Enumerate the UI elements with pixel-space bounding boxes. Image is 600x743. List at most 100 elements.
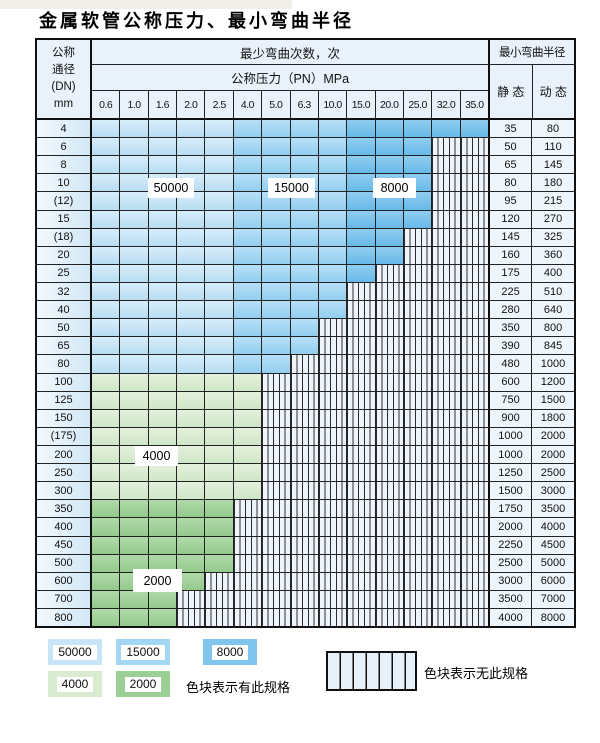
static-radius-value: 175 [488,264,532,282]
no-spec-cell [431,282,460,301]
no-spec-cell [176,590,205,608]
spec-cell [176,301,205,319]
spec-cell [346,192,375,210]
spec-cell [176,554,205,572]
no-spec-cell [431,409,460,427]
spec-cell [92,572,120,590]
spec-cell [92,264,120,282]
spec-cell [119,391,148,409]
spec-cell [176,518,205,536]
spec-cell [232,192,262,210]
spec-cell [92,373,120,391]
spec-cell [232,373,262,391]
no-spec-cell [317,500,347,518]
spec-cell [119,301,148,319]
no-spec-cell [261,608,290,627]
no-spec-cell [459,608,489,627]
dn-label: 20 [37,246,92,264]
table-row: 80 480 1000 [37,354,575,373]
header-min-bend-radius: 最小弯曲半径 [490,40,574,65]
static-radius-value: 750 [488,391,532,409]
no-spec-cell [402,518,432,536]
legend-no-spec-swatch [326,651,417,691]
dn-label: 6 [37,138,92,156]
dn-label: 125 [37,391,92,409]
spec-cell [402,138,432,156]
no-spec-cell [431,518,460,536]
dynamic-radius-value: 2000 [531,427,575,445]
spec-cell [92,590,120,608]
no-spec-cell [402,264,432,282]
no-spec-cell [317,464,347,482]
no-spec-cell [374,500,403,518]
static-radius-value: 3500 [488,590,532,608]
static-radius-value: 2500 [488,554,532,572]
no-spec-cell [346,373,375,391]
dn-label: 4 [37,120,92,138]
static-radius-value: 145 [488,228,532,246]
spec-cell [232,120,262,138]
static-radius-value: 3000 [488,572,532,590]
no-spec-cell [346,572,375,590]
spec-cell [204,355,233,373]
no-spec-cell [402,500,432,518]
dynamic-radius-value: 110 [531,138,575,156]
no-spec-cell [402,337,432,355]
dynamic-radius-value: 800 [531,319,575,337]
pressure-tick: 1.6 [147,91,176,118]
no-spec-cell [176,608,205,627]
no-spec-cell [459,210,489,228]
header-dn-line3: (DN) [51,81,76,93]
spec-cell [147,319,177,337]
spec-cell [232,282,262,301]
no-spec-cell [289,572,318,590]
static-radius-value: 1750 [488,500,532,518]
table-row: 150 900 1800 [37,408,575,427]
no-spec-cell [459,301,489,319]
spec-cell [346,246,375,264]
table-row: 350 1750 3500 [37,499,575,518]
dynamic-radius-value: 180 [531,174,575,192]
spec-cell [204,301,233,319]
spec-cell [119,319,148,337]
static-radius-value: 1500 [488,482,532,500]
no-spec-cell [317,355,347,373]
spec-cell [147,518,177,536]
spec-cell [92,536,120,554]
static-radius-value: 1000 [488,427,532,445]
no-spec-cell [289,482,318,500]
header-bend-cycles: 最少弯曲次数，次 [92,40,488,65]
spec-cell [317,138,347,156]
no-spec-cell [431,246,460,264]
no-spec-cell [459,391,489,409]
spec-cell [232,319,262,337]
spec-cell [176,246,205,264]
legend-swatch-label: 8000 [211,644,249,660]
spec-cell [289,301,318,319]
spec-cell [147,373,177,391]
spec-cell [431,120,460,138]
spec-cell [204,482,233,500]
spec-cell [147,500,177,518]
no-spec-cell [374,409,403,427]
spec-cell [92,500,120,518]
no-spec-cell [232,590,262,608]
spec-cell [119,554,148,572]
spec-cell [147,228,177,246]
dynamic-radius-value: 360 [531,246,575,264]
no-spec-cell [402,464,432,482]
header-static-dynamic: 静 态 动 态 [490,65,574,118]
legend-swatch: 2000 [116,671,170,697]
no-spec-cell [459,554,489,572]
no-spec-cell [374,355,403,373]
spec-cell [119,210,148,228]
spec-cell [119,427,148,445]
dynamic-radius-value: 7000 [531,590,575,608]
spec-cell [92,518,120,536]
no-spec-cell [261,482,290,500]
no-spec-cell [402,355,432,373]
no-spec-cell [261,518,290,536]
spec-cell [92,355,120,373]
no-spec-cell [431,554,460,572]
